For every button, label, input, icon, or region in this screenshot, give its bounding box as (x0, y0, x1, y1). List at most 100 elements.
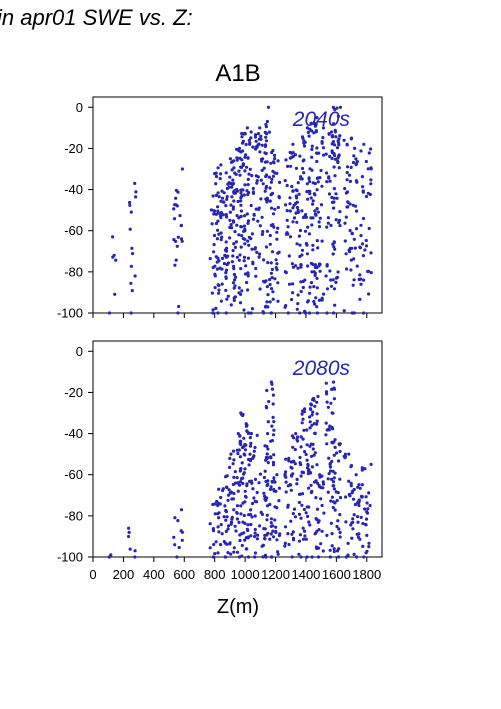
data-point (300, 503, 304, 507)
y-tick-label: -100 (57, 306, 83, 321)
data-point (327, 176, 331, 180)
data-point (285, 209, 289, 213)
scatter-column (360, 142, 373, 315)
data-point (264, 135, 268, 139)
data-point (317, 298, 321, 302)
data-point (242, 193, 246, 197)
data-point (363, 467, 367, 471)
data-point (289, 488, 293, 492)
data-point (308, 285, 312, 289)
scatter-column (126, 526, 137, 559)
data-point (350, 232, 354, 236)
data-point (253, 477, 258, 481)
y-tick-label: -60 (64, 467, 83, 482)
data-point (359, 223, 363, 227)
data-point (111, 235, 115, 239)
data-point (351, 527, 355, 531)
data-point (308, 192, 312, 196)
data-point (225, 297, 229, 301)
data-point (290, 297, 294, 302)
data-point (271, 415, 275, 419)
data-point (248, 436, 252, 440)
data-point (305, 458, 309, 462)
data-point (270, 382, 274, 386)
data-point (266, 447, 270, 451)
data-point (217, 516, 221, 520)
data-point (315, 463, 319, 467)
x-tick-label: 1200 (261, 567, 290, 582)
data-point (328, 462, 332, 466)
data-point (283, 541, 287, 545)
data-point (297, 539, 302, 543)
data-point (338, 477, 342, 481)
data-point (293, 462, 297, 466)
data-point (263, 305, 268, 309)
data-point (239, 199, 243, 203)
data-point (224, 509, 228, 513)
data-point (333, 157, 337, 161)
data-point (335, 524, 339, 529)
data-point (130, 246, 134, 250)
data-point (270, 387, 274, 391)
data-point (299, 463, 303, 467)
data-point (304, 241, 308, 246)
data-point (269, 261, 273, 265)
data-point (225, 485, 229, 490)
data-point (297, 512, 302, 517)
data-point (260, 168, 264, 172)
data-point (291, 472, 295, 476)
data-point (314, 479, 318, 483)
data-point (292, 436, 296, 440)
data-point (359, 282, 363, 286)
data-point (357, 503, 361, 508)
data-point (246, 288, 250, 292)
data-point (276, 281, 280, 285)
data-point (291, 189, 295, 193)
data-point (369, 271, 373, 275)
data-point (320, 239, 324, 243)
data-point (331, 484, 335, 488)
data-point (225, 215, 229, 219)
data-point (348, 494, 352, 498)
data-point (248, 459, 253, 463)
data-point (273, 277, 277, 281)
data-point (263, 189, 267, 193)
data-point (238, 434, 242, 438)
data-point (268, 186, 272, 190)
data-point (216, 551, 220, 555)
data-point (332, 122, 336, 126)
data-point (252, 496, 256, 500)
data-point (114, 258, 118, 262)
data-point (219, 299, 223, 303)
data-point (255, 250, 259, 254)
data-point (264, 139, 268, 143)
data-point (272, 535, 276, 539)
data-point (299, 280, 303, 284)
data-point (225, 195, 229, 199)
data-point (328, 465, 332, 469)
data-point (242, 255, 247, 259)
data-point (332, 196, 336, 200)
data-point (332, 187, 336, 191)
data-point (289, 465, 293, 469)
data-point (361, 185, 365, 189)
scatter-column (239, 411, 252, 559)
data-point (271, 529, 275, 533)
data-point (172, 535, 176, 539)
data-point (324, 152, 328, 156)
data-point (367, 226, 371, 231)
data-point (245, 429, 249, 433)
data-point (239, 209, 243, 213)
data-point (241, 501, 245, 505)
data-point (212, 542, 216, 547)
data-point (300, 166, 305, 171)
data-point (224, 271, 228, 275)
data-point (337, 153, 341, 157)
data-point (127, 526, 131, 530)
data-point (235, 510, 239, 515)
data-point (320, 529, 324, 533)
data-point (214, 182, 218, 186)
data-point (231, 449, 236, 453)
data-point (316, 394, 320, 399)
data-point (330, 544, 334, 548)
